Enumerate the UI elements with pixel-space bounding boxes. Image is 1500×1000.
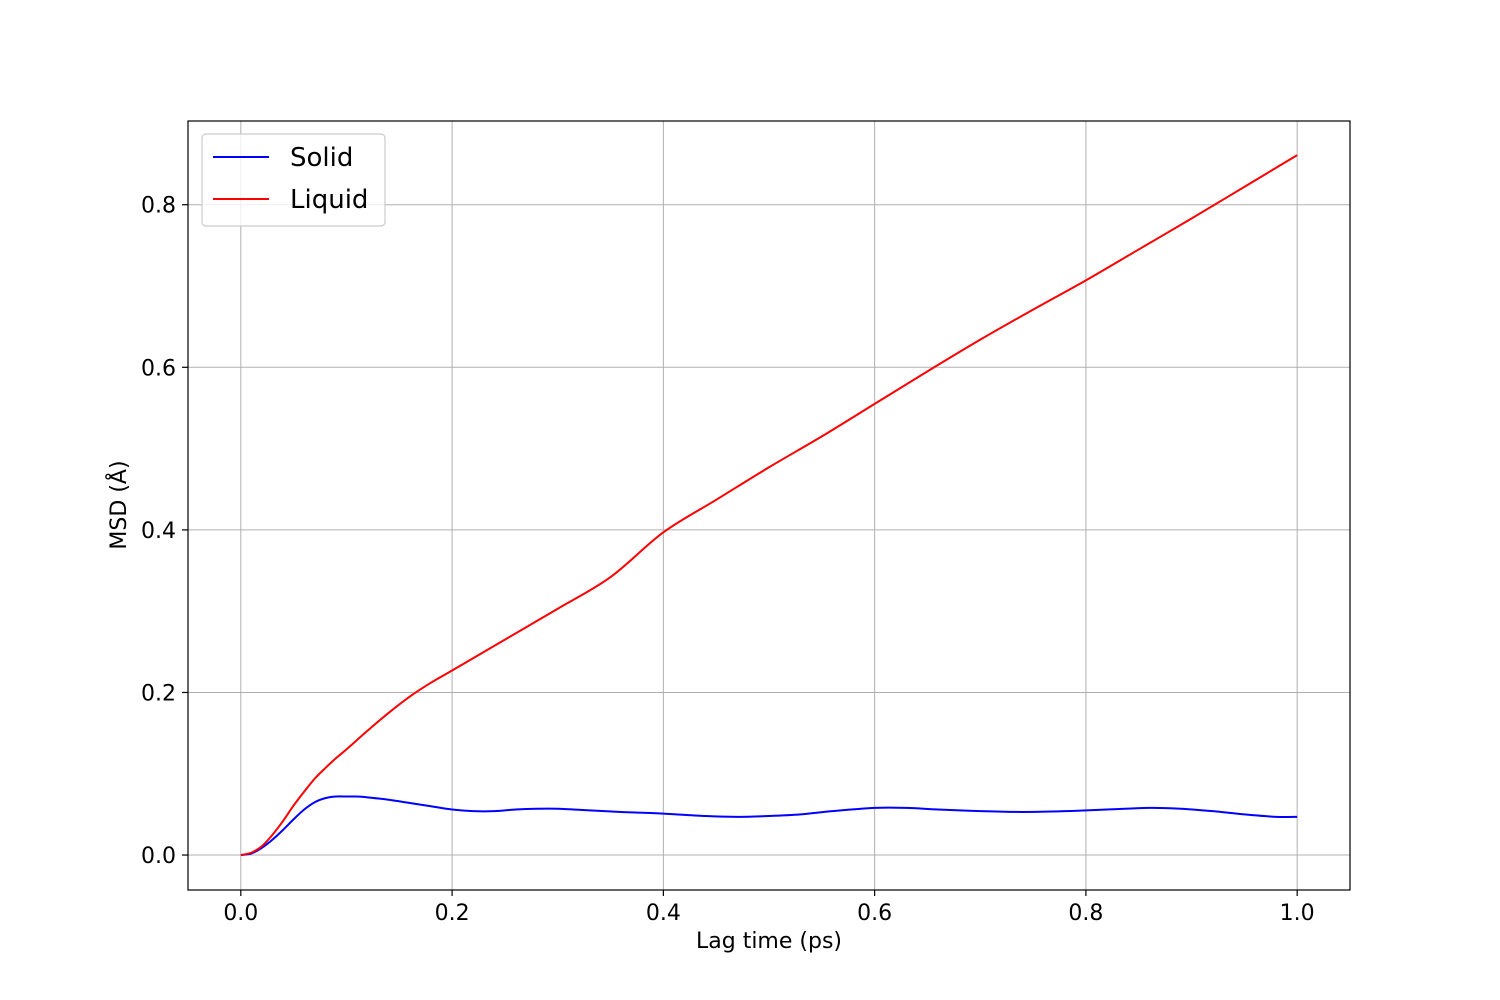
x-tick-label: 0.0: [223, 901, 258, 926]
x-axis-ticks: 0.0 0.2 0.4 0.6 0.8 1.0: [223, 890, 1315, 926]
grid-lines: [188, 121, 1350, 890]
series-lines: [240, 154, 1298, 857]
plot-area-frame: [187, 120, 1351, 891]
x-axis-label: Lag time (ps): [696, 929, 842, 954]
legend-label-solid: Solid: [290, 143, 353, 173]
legend-label-liquid: Liquid: [290, 185, 368, 215]
y-tick-label: 0.8: [141, 194, 176, 219]
y-axis-label: MSD (Å): [105, 460, 132, 549]
x-tick-label: 1.0: [1280, 901, 1315, 926]
y-tick-label: 0.6: [141, 356, 176, 381]
series-line-liquid: [240, 154, 1298, 857]
y-tick-label: 0.4: [141, 519, 176, 544]
x-tick-label: 0.8: [1068, 901, 1103, 926]
y-tick-label: 0.2: [141, 681, 176, 706]
y-tick-label: 0.0: [141, 844, 176, 869]
y-axis-ticks: 0.0 0.2 0.4 0.6 0.8: [141, 194, 188, 869]
x-tick-label: 0.4: [646, 901, 681, 926]
legend: Solid Liquid: [201, 133, 386, 227]
x-tick-label: 0.6: [857, 901, 892, 926]
x-tick-label: 0.2: [435, 901, 470, 926]
series-line-solid: [240, 795, 1298, 857]
